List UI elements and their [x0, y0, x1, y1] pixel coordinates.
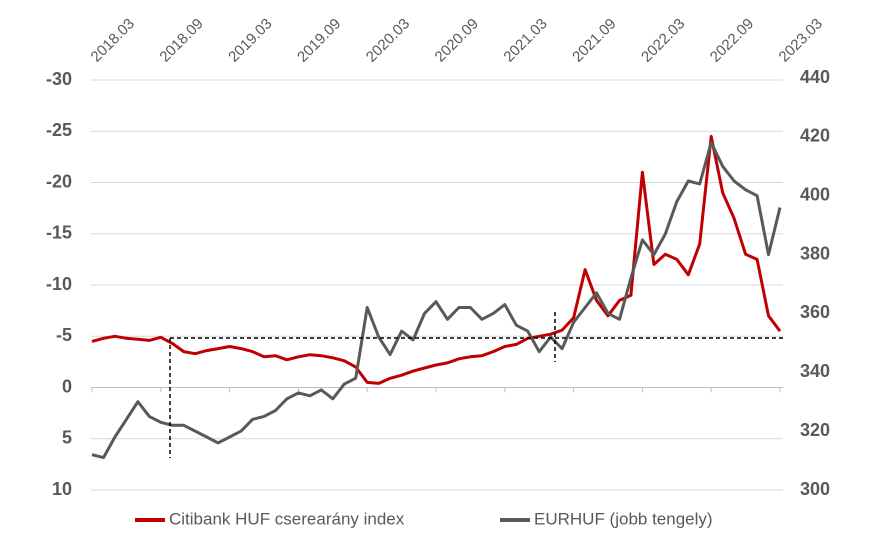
- x-tick-label: 2022.03: [638, 15, 688, 65]
- x-tick-label: 2021.03: [500, 15, 550, 65]
- y2-tick-label: 300: [800, 479, 830, 499]
- y-tick-label: -10: [46, 274, 72, 294]
- x-tick-label: 2021.09: [569, 15, 619, 65]
- y-tick-label: 0: [62, 376, 72, 396]
- y-tick-label: -25: [46, 120, 72, 140]
- y-tick-label: -5: [56, 325, 72, 345]
- legend-label: EURHUF (jobb tengely): [534, 509, 713, 528]
- y-tick-label: 5: [62, 428, 72, 448]
- x-tick-label: 2019.09: [294, 15, 344, 65]
- y-tick-label: -30: [46, 69, 72, 89]
- x-tick-label: 2022.09: [707, 15, 757, 65]
- y2-tick-label: 360: [800, 302, 830, 322]
- y2-tick-label: 420: [800, 126, 830, 146]
- y-tick-label: -15: [46, 223, 72, 243]
- series-line: [91, 134, 782, 385]
- legend-label: Citibank HUF cserearány index: [169, 509, 405, 528]
- x-tick-label: 2018.09: [156, 15, 206, 65]
- y2-tick-label: 440: [800, 67, 830, 87]
- x-tick-label: 2020.09: [432, 15, 482, 65]
- y2-tick-label: 320: [800, 420, 830, 440]
- y-tick-label: -20: [46, 171, 72, 191]
- x-tick-label: 2020.03: [363, 15, 413, 65]
- x-tick-label: 2023.03: [776, 15, 826, 65]
- series-line: [91, 141, 782, 460]
- x-tick-label: 2019.03: [225, 15, 275, 65]
- y-tick-label: 10: [52, 479, 72, 499]
- x-tick-label: 2018.03: [88, 15, 138, 65]
- y2-tick-label: 340: [800, 361, 830, 381]
- y2-tick-label: 380: [800, 243, 830, 263]
- y2-tick-label: 400: [800, 184, 830, 204]
- annotation-lines: [169, 312, 783, 458]
